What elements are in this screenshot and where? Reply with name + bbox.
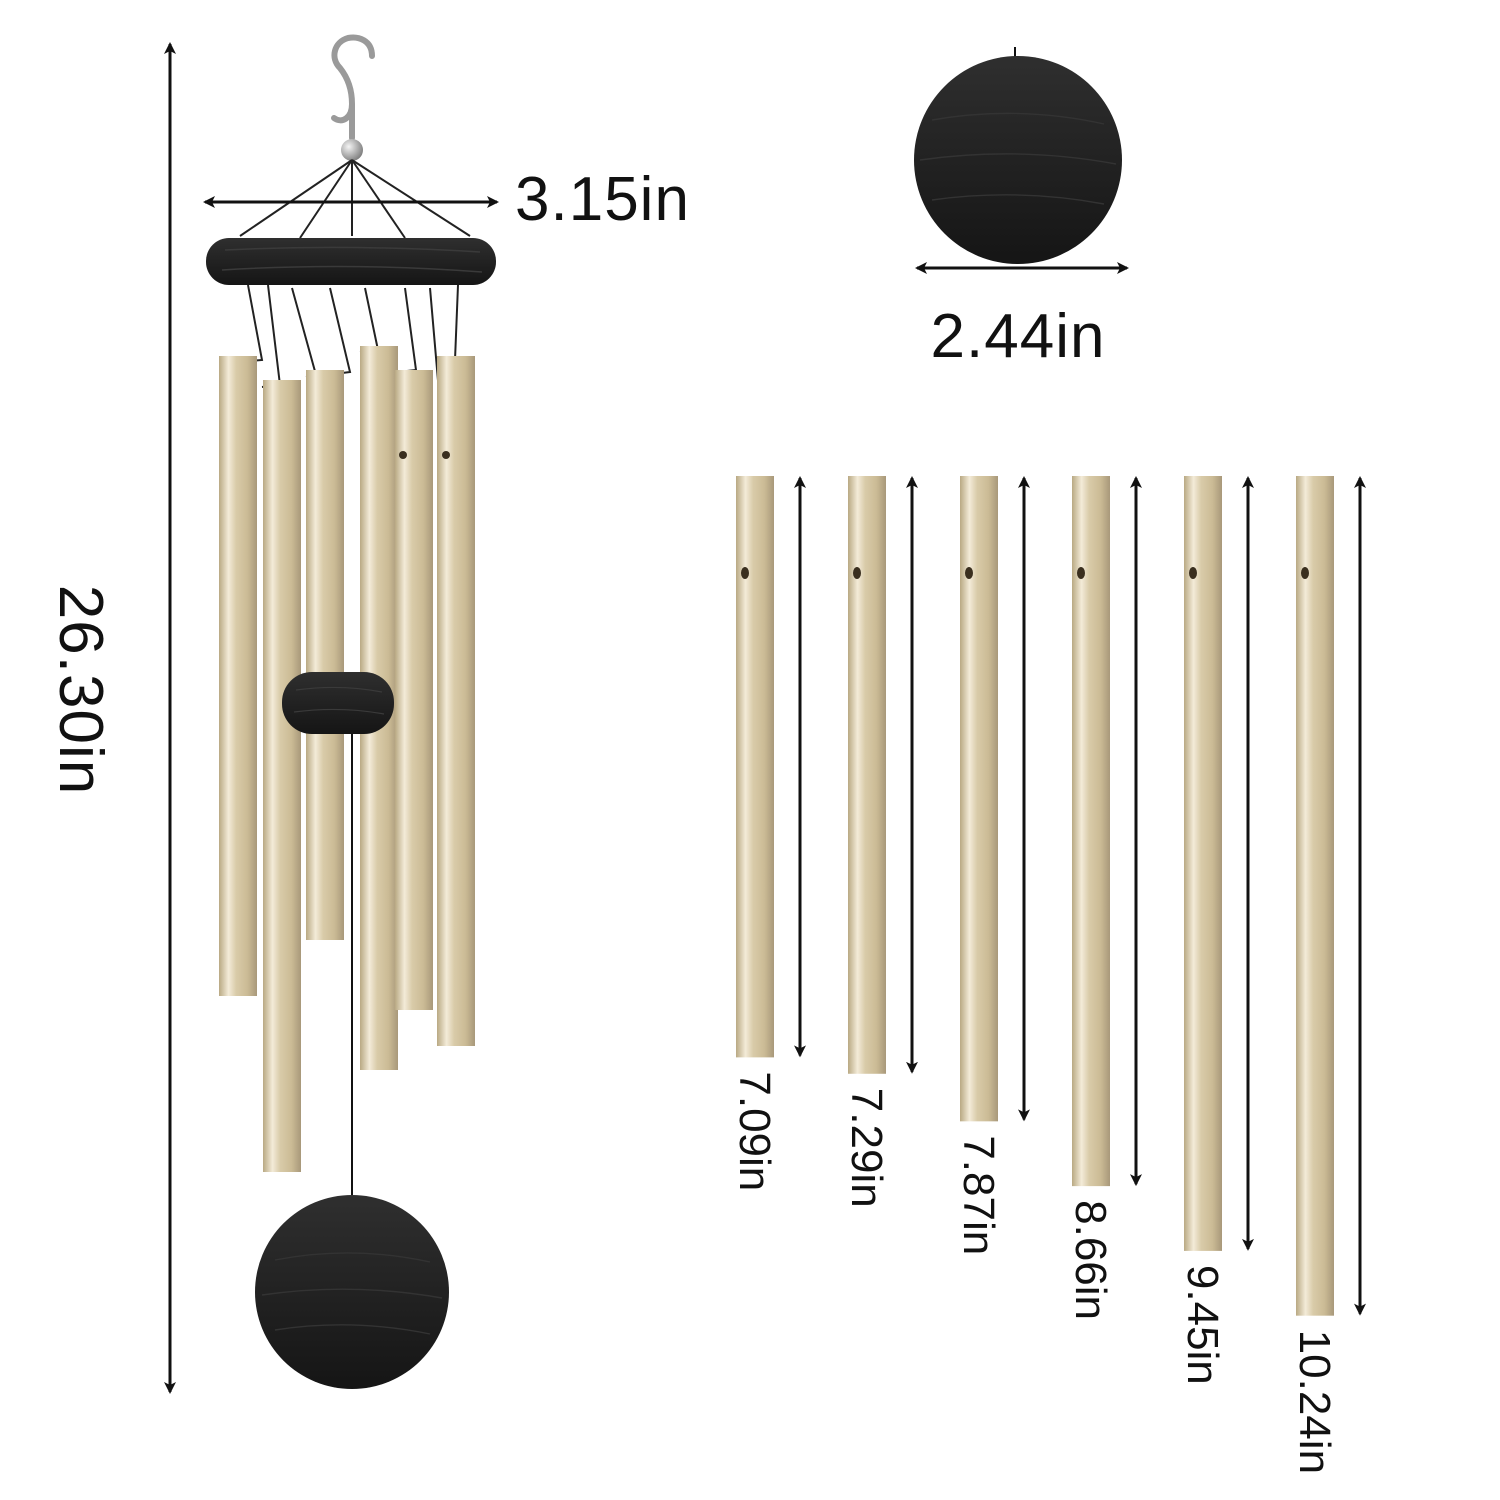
center-striker (282, 672, 394, 734)
tube-hole (1189, 567, 1197, 579)
tube (1072, 476, 1110, 1187)
tube-length-label: 7.29in (842, 1088, 891, 1208)
tube (848, 476, 886, 1074)
tube (1296, 476, 1334, 1316)
tube-item: 7.29in (842, 476, 918, 1208)
sail-diameter-label: 2.44in (931, 302, 1106, 371)
tube-item: 7.09in (730, 476, 806, 1191)
assembled-tube (306, 370, 344, 940)
tube-length-label: 8.66in (1066, 1200, 1115, 1320)
tube (736, 476, 774, 1058)
assembled-tube (437, 356, 475, 1046)
wind-sail (255, 1195, 449, 1389)
tube-length-label: 10.24in (1290, 1330, 1339, 1474)
sail-detail: 2.44in (914, 47, 1129, 371)
metal-bead-icon (341, 139, 363, 161)
tube (1184, 476, 1222, 1251)
tube-length-label: 9.45in (1178, 1265, 1227, 1385)
ring-width-label: 3.15in (515, 165, 690, 234)
assembled-tube (395, 370, 433, 1010)
tube-lineup: 7.09in 7.29in 7.87in 8.66in 9.45in 10.24in (730, 476, 1366, 1474)
tube (960, 476, 998, 1122)
tube-item: 8.66in (1066, 476, 1142, 1320)
assembled-tube (263, 380, 301, 1172)
hanging-strings (239, 159, 471, 239)
tube-hole (853, 567, 861, 579)
sail-disc (914, 56, 1122, 264)
tube-length-label: 7.87in (954, 1135, 1003, 1255)
tube-hole (1301, 567, 1309, 579)
tube-hole (965, 567, 973, 579)
tube-hole (1077, 567, 1085, 579)
assembled-tubes (219, 346, 475, 1172)
tube-item: 9.45in (1178, 476, 1254, 1385)
assembled-chime: 26.30in 3.15in (46, 34, 690, 1394)
tube-item: 10.24in (1290, 476, 1366, 1474)
top-wooden-ring (206, 238, 496, 285)
tube-length-label: 7.09in (730, 1071, 779, 1191)
tube-hole (741, 567, 749, 579)
assembled-tube (219, 356, 257, 996)
tube-item: 7.87in (954, 476, 1030, 1255)
s-hook-icon (331, 34, 375, 141)
overall-height-label: 26.30in (46, 585, 115, 795)
